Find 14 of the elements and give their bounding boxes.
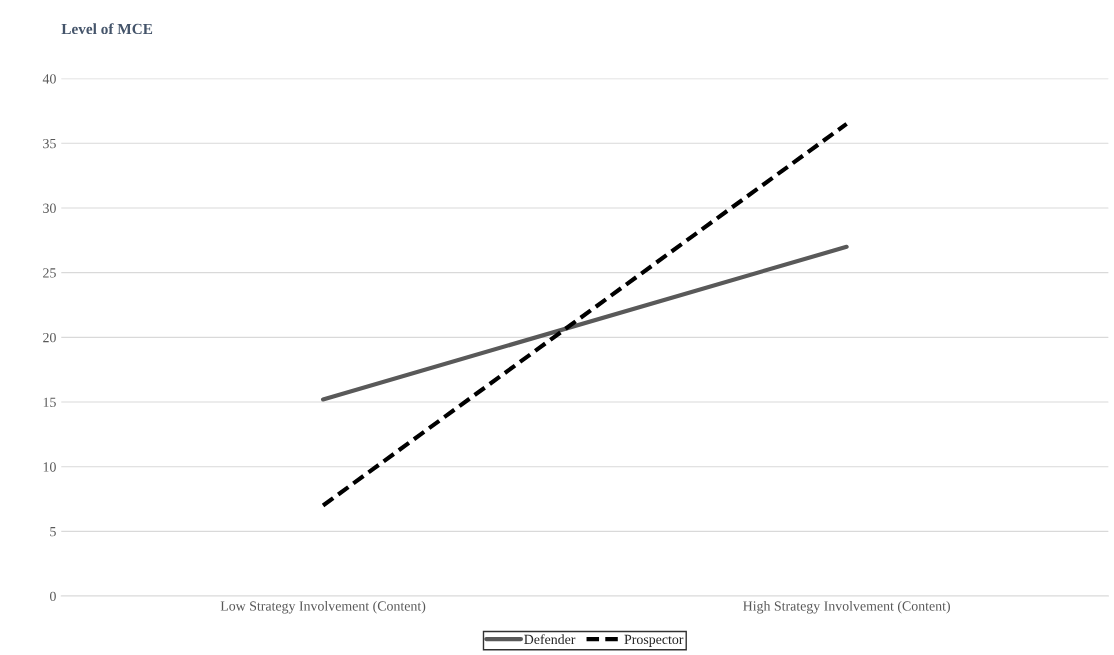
y-tick-label: 5 — [50, 527, 56, 537]
y-tick-label: 40 — [42, 74, 56, 84]
legend-label: Defender — [524, 634, 576, 645]
x-tick-label: High Strategy Involvement (Content) — [743, 600, 950, 614]
y-tick-label: 25 — [43, 268, 56, 278]
y-tick-label: 10 — [43, 462, 56, 472]
legend-label: Prospector — [624, 634, 684, 647]
x-tick-label: Low Strategy Involvement (Content) — [220, 600, 426, 614]
y-tick-label: 0 — [49, 591, 56, 602]
y-tick-label: 15 — [43, 397, 56, 407]
y-axis-title: Level of MCE — [61, 23, 153, 35]
y-tick-label: 35 — [43, 138, 56, 149]
y-tick-label: 20 — [43, 332, 56, 343]
y-tick-label: 30 — [43, 203, 56, 213]
